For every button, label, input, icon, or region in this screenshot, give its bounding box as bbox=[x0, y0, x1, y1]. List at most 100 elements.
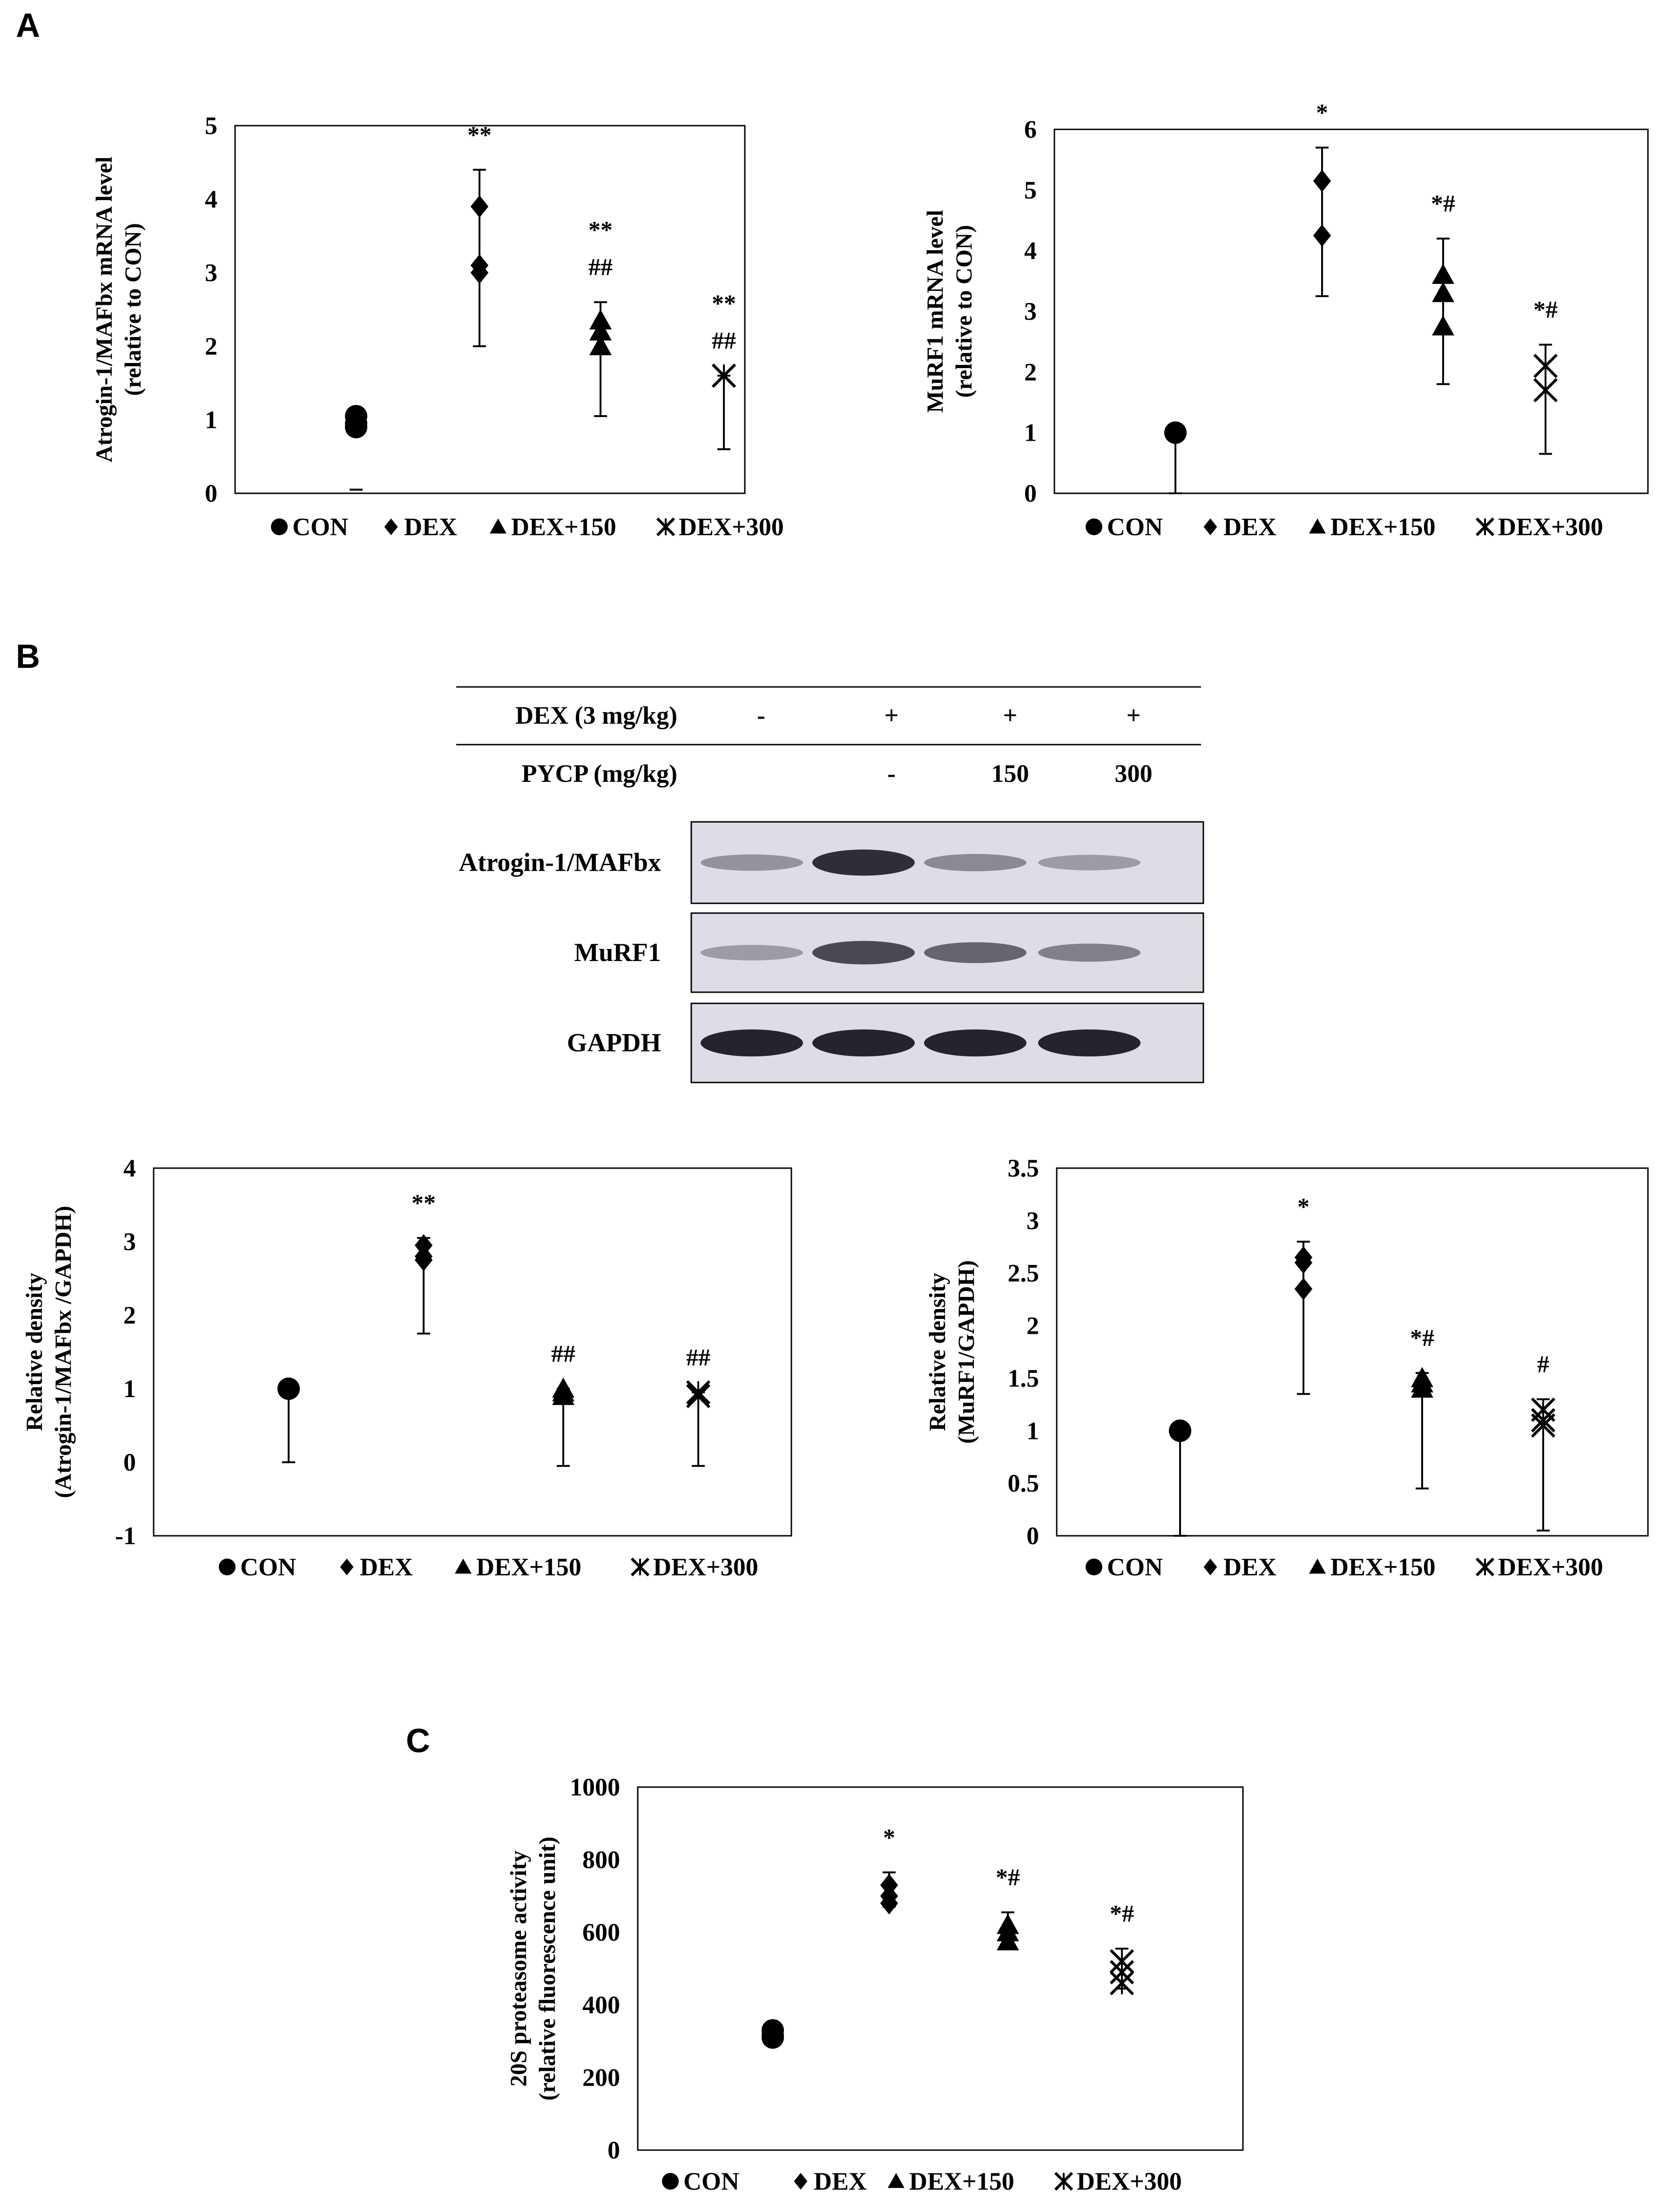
y-axis-label-line: (relative to CON) bbox=[120, 223, 146, 396]
plot-frame bbox=[1056, 1167, 1649, 1537]
legend-marker bbox=[455, 1559, 472, 1574]
y-tick-label: 6 bbox=[1024, 115, 1037, 143]
blot-header-value: + bbox=[1003, 701, 1018, 729]
legend-label: DEX+300 bbox=[679, 513, 784, 541]
significance-label: ## bbox=[686, 1345, 710, 1371]
blot-band bbox=[812, 941, 915, 965]
panel-label-c: C bbox=[406, 1722, 430, 1760]
legend-marker bbox=[219, 1559, 236, 1575]
legend-label: DEX+150 bbox=[1330, 513, 1436, 541]
significance-label: *# bbox=[1110, 1901, 1134, 1927]
y-tick-label: 4 bbox=[205, 185, 217, 213]
legend-marker bbox=[1054, 2172, 1073, 2191]
significance-label: *# bbox=[996, 1864, 1020, 1891]
blot-row-label: Atrogin-1/MAFbx bbox=[459, 848, 662, 877]
blot-band bbox=[701, 1029, 803, 1057]
western-blot-header: DEX (3 mg/kg) - + + + PYCP (mg/kg) - 150 300 Atro… bbox=[456, 686, 1204, 1083]
blot-header-value: 300 bbox=[1115, 760, 1153, 787]
y-axis-label: 20S proteasome activity (relative fluores… bbox=[505, 1836, 560, 2100]
y-axis-label: Atrogin-1/MAFbx mRNA level (relative to C… bbox=[91, 156, 146, 462]
blot-band bbox=[701, 945, 803, 961]
y-tick-label: 600 bbox=[582, 1918, 620, 1946]
y-tick-label: 800 bbox=[582, 1846, 620, 1874]
significance-label: *# bbox=[1431, 191, 1455, 217]
legend-marker bbox=[656, 517, 675, 537]
legend-label: CON bbox=[1107, 513, 1163, 541]
legend-label: DEX+300 bbox=[1498, 513, 1603, 541]
chart-b-left: -1 0 1 2 3 4 Relative density (Atrogin-1/MAFbx … bbox=[21, 1154, 792, 1581]
y-axis-label-line: Atrogin-1/MAFbx mRNA level bbox=[91, 156, 117, 462]
y-tick-label: 3.5 bbox=[1008, 1154, 1040, 1182]
y-tick-label: 2 bbox=[205, 332, 217, 360]
significance-label: *# bbox=[1410, 1325, 1434, 1351]
legend-label: DEX bbox=[404, 513, 457, 541]
y-tick-label: 1 bbox=[123, 1375, 136, 1403]
y-axis-label-line: Relative density bbox=[21, 1273, 47, 1431]
data-point bbox=[1164, 421, 1187, 444]
blot-band bbox=[812, 1029, 915, 1057]
data-point bbox=[711, 363, 736, 388]
blot-header-value: 150 bbox=[992, 760, 1029, 787]
data-point bbox=[1169, 1419, 1191, 1442]
legend-label: CON bbox=[683, 2167, 739, 2195]
blot-row-label: MuRF1 bbox=[574, 938, 661, 967]
y-axis-label-line: (MuRF1/GAPDH) bbox=[953, 1260, 979, 1444]
significance-label: ** bbox=[412, 1190, 436, 1217]
legend-marker bbox=[662, 2173, 679, 2190]
data-point bbox=[470, 195, 489, 218]
legend-marker bbox=[1475, 517, 1495, 537]
blot-band bbox=[1038, 1029, 1141, 1057]
blot-header-value: - bbox=[757, 701, 765, 729]
blot-band bbox=[1038, 854, 1141, 871]
data-point bbox=[470, 262, 489, 284]
legend-label: DEX+300 bbox=[653, 1553, 758, 1581]
data-point bbox=[1313, 169, 1331, 192]
blot-header-value: + bbox=[884, 701, 899, 729]
legend-label: DEX+150 bbox=[476, 1553, 581, 1581]
data-point bbox=[1294, 1251, 1313, 1274]
legend-marker bbox=[794, 2173, 808, 2190]
data-point bbox=[1313, 224, 1331, 247]
significance-label: * bbox=[1316, 100, 1328, 126]
blot-band bbox=[924, 854, 1026, 872]
y-tick-label: 1 bbox=[1024, 419, 1037, 447]
y-tick-label: 3 bbox=[1026, 1207, 1039, 1235]
significance-label: ## bbox=[712, 328, 736, 354]
y-tick-label: 4 bbox=[1024, 237, 1037, 265]
data-point bbox=[552, 1385, 574, 1405]
legend-marker bbox=[1086, 518, 1102, 535]
data-point bbox=[589, 335, 612, 356]
y-tick-label: 2 bbox=[123, 1301, 136, 1329]
chart-a-right: 0 1 2 3 4 5 6 MuRF1 mRNA level (relative to CON)… bbox=[922, 100, 1649, 541]
y-tick-label: 1000 bbox=[570, 1773, 620, 1801]
data-point bbox=[1294, 1277, 1313, 1300]
blot-band bbox=[924, 942, 1026, 963]
y-tick-label: 0 bbox=[123, 1448, 136, 1476]
y-tick-label: 4 bbox=[123, 1154, 136, 1182]
legend-label: DEX bbox=[1223, 513, 1276, 541]
plot-frame bbox=[234, 125, 746, 494]
y-tick-label: 2 bbox=[1026, 1312, 1039, 1340]
data-point bbox=[414, 1249, 433, 1271]
data-point bbox=[277, 1378, 300, 1400]
legend-marker bbox=[630, 1557, 650, 1577]
data-point bbox=[686, 1384, 711, 1408]
legend-marker bbox=[490, 518, 506, 534]
data-point bbox=[997, 1930, 1019, 1950]
blot-header-value: - bbox=[887, 760, 896, 787]
data-point bbox=[1533, 378, 1558, 403]
y-tick-label: 400 bbox=[582, 1991, 620, 2019]
legend-marker bbox=[1309, 518, 1326, 534]
blot-row-label: GAPDH bbox=[567, 1029, 661, 1057]
y-tick-label: 1 bbox=[205, 406, 217, 434]
legend-marker bbox=[888, 2173, 904, 2188]
significance-label: * bbox=[1297, 1194, 1310, 1220]
significance-label: * bbox=[883, 1824, 895, 1851]
legend-label: CON bbox=[240, 1553, 296, 1581]
chart-a-left: 0 1 2 3 4 5 Atrogin-1/MAFbx mRNA level (relativ… bbox=[91, 112, 784, 541]
y-axis-label: Relative density (MuRF1/GAPDH) bbox=[924, 1260, 979, 1444]
legend-label: DEX+150 bbox=[909, 2167, 1014, 2195]
data-point bbox=[1533, 354, 1558, 378]
blot-band bbox=[812, 849, 915, 876]
panel-label-a: A bbox=[16, 7, 40, 44]
